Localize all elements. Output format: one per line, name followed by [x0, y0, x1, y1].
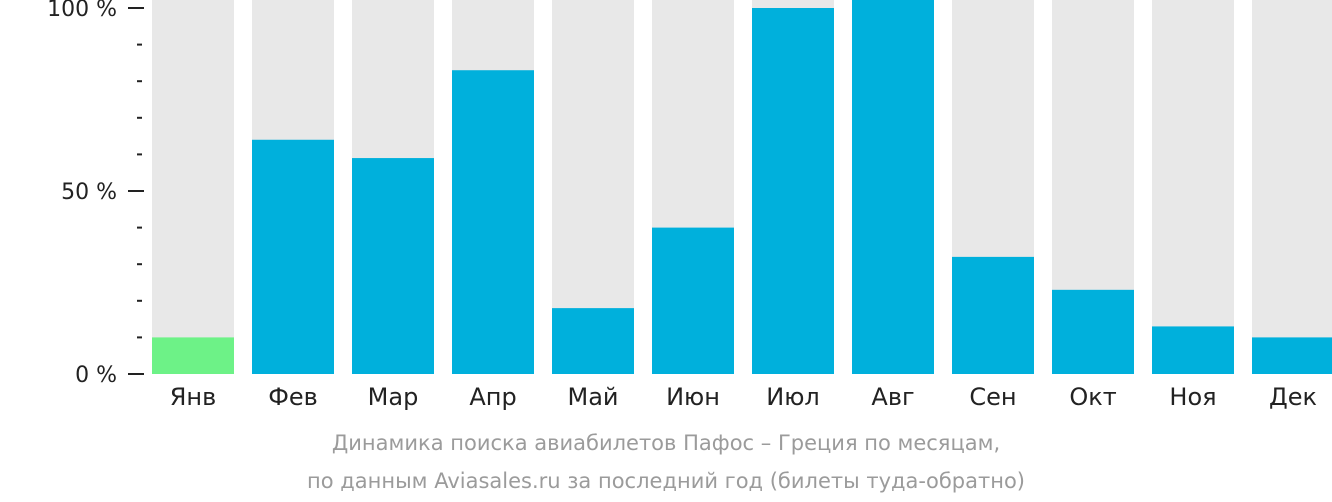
x-tick-label: Дек	[1269, 383, 1317, 411]
x-tick-label: Фев	[268, 383, 318, 411]
x-tick-label: Сен	[969, 383, 1016, 411]
x-axis-labels: Янв Фев Мар Апр Май Июн Июл Авг Сен Окт Ноя Дек	[170, 383, 1317, 411]
x-tick-label: Июн	[666, 383, 720, 411]
bar-Мар[interactable]	[352, 158, 434, 374]
bar-Сен[interactable]	[952, 256, 1034, 374]
bar-Янв[interactable]	[152, 337, 234, 374]
bar-Ноя[interactable]	[1152, 326, 1234, 374]
bar-Май[interactable]	[552, 308, 634, 374]
x-tick-label: Май	[567, 383, 618, 411]
y-axis: 0 % 50 % 100 %	[47, 0, 144, 388]
bar-Фев[interactable]	[252, 139, 334, 374]
x-tick-label: Ноя	[1169, 383, 1216, 411]
bar-Июл[interactable]	[752, 8, 834, 374]
x-tick-label: Авг	[871, 383, 914, 411]
x-tick-label: Мар	[368, 383, 419, 411]
x-tick-label: Окт	[1069, 383, 1116, 411]
bar-Окт[interactable]	[1052, 289, 1134, 374]
bars	[152, 0, 1332, 374]
bar-Авг[interactable]	[852, 0, 934, 374]
y-tick-label: 100 %	[47, 0, 117, 22]
bar-Дек[interactable]	[1252, 337, 1332, 374]
x-tick-label: Июл	[766, 383, 820, 411]
bar-track	[1152, 0, 1234, 374]
x-tick-label: Апр	[469, 383, 516, 411]
chart-caption-line-2: по данным Aviasales.ru за последний год …	[307, 469, 1025, 493]
bar-Июн[interactable]	[652, 227, 734, 374]
bar-Апр[interactable]	[452, 70, 534, 374]
bar-track	[1252, 0, 1332, 374]
y-tick-label: 50 %	[61, 180, 117, 205]
y-tick-label: 0 %	[75, 363, 117, 388]
x-tick-label: Янв	[170, 383, 217, 411]
bar-track	[152, 0, 234, 374]
chart-caption-line-1: Динамика поиска авиабилетов Пафос – Грец…	[331, 431, 1001, 455]
